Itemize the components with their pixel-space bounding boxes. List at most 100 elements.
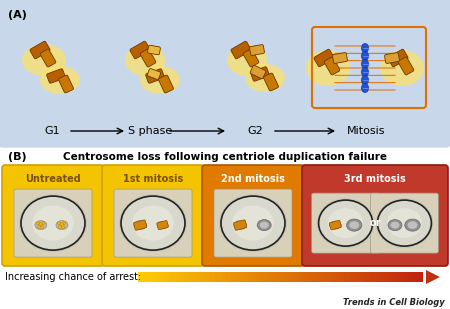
Ellipse shape: [245, 64, 285, 92]
Bar: [195, 272, 198, 282]
FancyBboxPatch shape: [214, 189, 292, 257]
FancyBboxPatch shape: [234, 220, 247, 230]
Bar: [238, 272, 240, 282]
Bar: [318, 272, 321, 282]
Bar: [169, 272, 172, 282]
Text: 1st mitosis: 1st mitosis: [123, 174, 183, 184]
Bar: [275, 272, 278, 282]
Text: Centrosome loss following centriole duplication failure: Centrosome loss following centriole dupl…: [63, 152, 387, 162]
Ellipse shape: [232, 205, 274, 241]
Bar: [360, 272, 364, 282]
Bar: [188, 272, 191, 282]
Bar: [242, 272, 245, 282]
Ellipse shape: [56, 221, 68, 230]
Bar: [202, 272, 205, 282]
Ellipse shape: [140, 66, 180, 94]
FancyBboxPatch shape: [311, 193, 380, 253]
Ellipse shape: [62, 222, 66, 224]
Bar: [339, 272, 342, 282]
Bar: [180, 272, 184, 282]
Text: or: or: [369, 218, 381, 228]
Bar: [346, 272, 349, 282]
Bar: [263, 272, 266, 282]
Bar: [240, 272, 243, 282]
Bar: [154, 272, 158, 282]
Ellipse shape: [58, 226, 62, 228]
FancyBboxPatch shape: [146, 69, 164, 83]
Bar: [302, 272, 304, 282]
Bar: [389, 272, 392, 282]
Bar: [244, 272, 248, 282]
Bar: [254, 272, 257, 282]
Ellipse shape: [221, 196, 285, 250]
FancyBboxPatch shape: [102, 165, 204, 266]
Bar: [223, 272, 226, 282]
Text: Increasing chance of arrest:: Increasing chance of arrest:: [5, 272, 141, 282]
FancyBboxPatch shape: [134, 220, 147, 230]
Ellipse shape: [36, 222, 40, 224]
Ellipse shape: [41, 222, 45, 224]
Bar: [330, 272, 333, 282]
Ellipse shape: [361, 44, 369, 53]
Bar: [363, 272, 366, 282]
Bar: [379, 272, 382, 282]
Bar: [285, 272, 288, 282]
Ellipse shape: [388, 220, 402, 231]
FancyBboxPatch shape: [314, 49, 334, 67]
FancyBboxPatch shape: [398, 57, 414, 75]
Ellipse shape: [60, 223, 64, 225]
Bar: [278, 272, 281, 282]
Bar: [365, 272, 368, 282]
Bar: [145, 272, 148, 282]
Ellipse shape: [35, 221, 47, 230]
FancyBboxPatch shape: [130, 41, 150, 59]
Bar: [382, 272, 385, 282]
Ellipse shape: [361, 83, 369, 92]
Bar: [337, 272, 340, 282]
Text: G2: G2: [247, 126, 263, 136]
Bar: [235, 272, 238, 282]
FancyBboxPatch shape: [14, 189, 92, 257]
Bar: [299, 272, 302, 282]
Bar: [384, 272, 387, 282]
Text: Untreated: Untreated: [25, 174, 81, 184]
Bar: [408, 272, 411, 282]
Bar: [247, 272, 250, 282]
Bar: [190, 272, 193, 282]
Bar: [273, 272, 276, 282]
Bar: [233, 272, 236, 282]
Bar: [280, 272, 283, 282]
Bar: [297, 272, 300, 282]
Bar: [225, 272, 229, 282]
Ellipse shape: [346, 219, 362, 231]
Bar: [178, 272, 181, 282]
FancyBboxPatch shape: [157, 221, 168, 230]
Bar: [356, 272, 359, 282]
Bar: [289, 272, 292, 282]
Bar: [259, 272, 262, 282]
Bar: [162, 272, 165, 282]
FancyBboxPatch shape: [329, 220, 342, 230]
Bar: [183, 272, 186, 282]
Bar: [304, 272, 307, 282]
Bar: [342, 272, 345, 282]
Bar: [176, 272, 179, 282]
Bar: [375, 272, 378, 282]
Bar: [334, 272, 338, 282]
Ellipse shape: [19, 194, 87, 252]
FancyBboxPatch shape: [0, 0, 450, 147]
Bar: [368, 272, 371, 282]
Ellipse shape: [361, 67, 369, 77]
Ellipse shape: [227, 44, 267, 76]
Ellipse shape: [40, 226, 44, 228]
Ellipse shape: [375, 198, 433, 248]
Ellipse shape: [121, 196, 185, 250]
Text: G1: G1: [44, 126, 60, 136]
Bar: [410, 272, 413, 282]
FancyBboxPatch shape: [58, 75, 73, 93]
Bar: [214, 272, 217, 282]
FancyBboxPatch shape: [2, 165, 104, 266]
Ellipse shape: [32, 205, 74, 241]
Bar: [138, 272, 141, 282]
Ellipse shape: [57, 222, 61, 224]
